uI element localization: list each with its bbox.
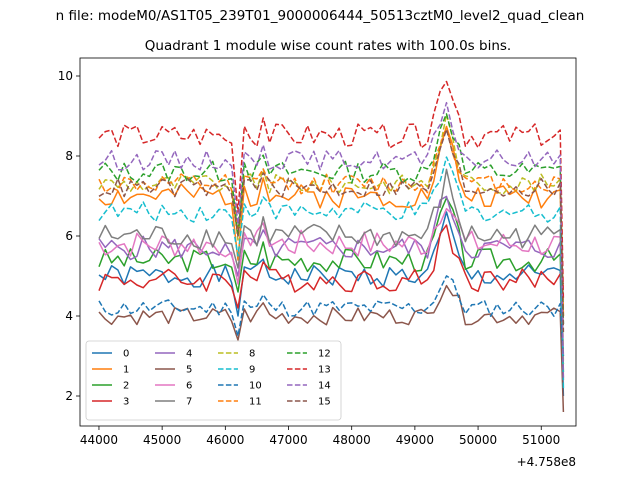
- legend-label: 14: [318, 381, 331, 392]
- x-tick-label: 51000: [522, 433, 560, 447]
- legend-frame: [85, 340, 342, 421]
- series-line-12: [98, 113, 565, 325]
- legend-label: 6: [186, 381, 192, 392]
- x-tick-label: 49000: [396, 433, 434, 447]
- series-line-13: [98, 80, 565, 301]
- legend-label: 3: [123, 397, 129, 408]
- x-tick-label: 50000: [459, 433, 497, 447]
- series-line-14: [98, 101, 565, 381]
- x-tick-label: 44000: [80, 433, 118, 447]
- x-tick-label: 48000: [333, 433, 371, 447]
- series-line-3: [98, 224, 565, 309]
- legend-label: 7: [186, 397, 192, 408]
- y-tick-label: 2: [65, 389, 73, 403]
- series-line-2: [98, 197, 565, 373]
- plot-area: [79, 57, 577, 427]
- legend-label: 11: [249, 397, 262, 408]
- legend-label: 4: [186, 349, 192, 360]
- series-line-9: [98, 156, 565, 389]
- axes-frame: [79, 57, 577, 427]
- x-tick-label: 46000: [206, 433, 244, 447]
- series-line-0: [98, 211, 565, 397]
- legend-label: 1: [123, 365, 129, 376]
- legend-label: 12: [318, 349, 331, 360]
- y-tick-label: 4: [65, 309, 73, 323]
- legend-label: 5: [186, 365, 192, 376]
- legend-label: 2: [123, 381, 129, 392]
- series-line-10: [98, 275, 565, 357]
- legend-label: 13: [318, 365, 331, 376]
- y-tick-label: 6: [65, 229, 73, 243]
- figure-suptitle: n file: modeM0/AS1T05_239T01_9000006444_…: [56, 8, 585, 24]
- legend-label: 10: [249, 381, 262, 392]
- series-group: [98, 80, 565, 413]
- series-line-7: [98, 168, 565, 381]
- series-line-1: [98, 125, 565, 317]
- series-line-8: [98, 113, 565, 365]
- x-tick-label: 47000: [269, 433, 307, 447]
- y-tick-label: 10: [58, 69, 73, 83]
- series-line-11: [98, 125, 565, 317]
- legend-label: 8: [249, 349, 255, 360]
- x-tick-label: 45000: [143, 433, 181, 447]
- x-axis: 44000 45000 46000 47000 48000 49000 50000 51000: [80, 426, 560, 447]
- y-tick-label: 8: [65, 149, 73, 163]
- legend-label: 0: [123, 349, 129, 360]
- series-line-15: [98, 128, 565, 333]
- legend-label: 15: [318, 397, 331, 408]
- series-line-6: [98, 207, 565, 325]
- x-offset-label: +4.758e8: [517, 455, 576, 469]
- chart-title: Quadrant 1 module wise count rates with …: [145, 38, 511, 54]
- legend-label: 9: [249, 365, 255, 376]
- y-axis: 2 4 6 8 10: [58, 69, 80, 403]
